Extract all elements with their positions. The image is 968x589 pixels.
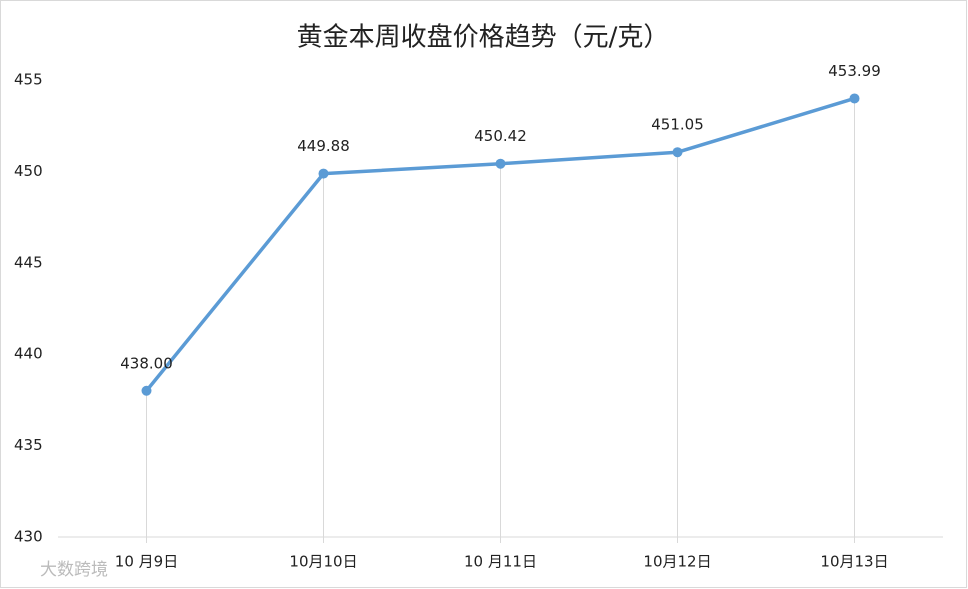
x-tick-label: 10月10日	[289, 553, 357, 571]
chart-title: 黄金本周收盘价格趋势（元/克）	[297, 23, 670, 53]
value-label: 438.00	[120, 354, 173, 372]
value-label: 450.42	[474, 127, 527, 145]
y-tick-label: 455	[14, 71, 43, 89]
value-label: 449.88	[297, 137, 350, 155]
point	[318, 168, 329, 179]
y-tick-label: 445	[14, 253, 43, 271]
point	[672, 147, 683, 158]
y-tick-label: 440	[14, 345, 43, 363]
point	[849, 93, 860, 104]
point	[141, 385, 152, 396]
value-label: 453.99	[828, 62, 881, 80]
x-tick-label: 10 月9日	[115, 553, 178, 571]
x-tick-label: 10月13日	[820, 553, 888, 571]
point	[495, 158, 506, 169]
y-tick-label: 450	[14, 162, 43, 180]
x-tick-label: 10 月11日	[464, 553, 537, 571]
watermark: 大数跨境	[40, 560, 108, 580]
value-label: 451.05	[651, 116, 704, 134]
x-tick-label: 10月12日	[643, 553, 711, 571]
y-tick-label: 430	[14, 528, 43, 546]
y-tick-label: 435	[14, 436, 43, 454]
